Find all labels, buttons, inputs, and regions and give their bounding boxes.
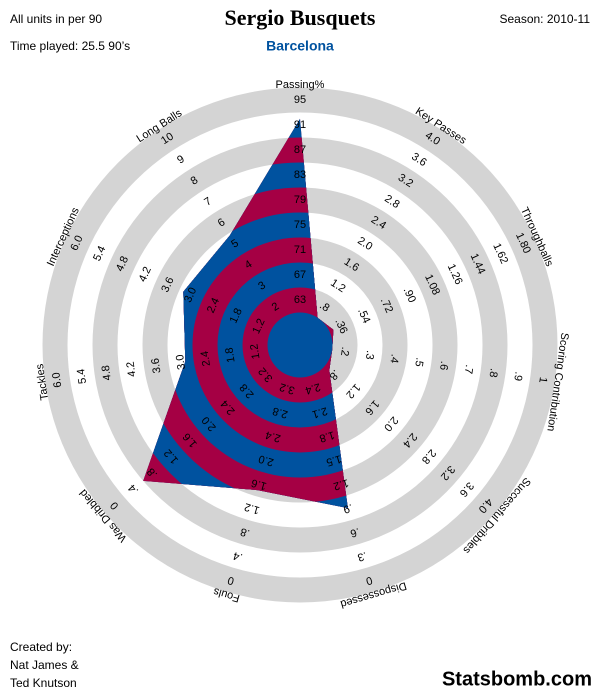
tick-label: .4 [387,353,400,364]
tick-label: 4 [243,258,255,271]
tick-label: 91 [294,119,306,131]
tick-label: .5 [412,357,425,368]
season-note: Season: 2010-11 [499,12,590,26]
tick-label: 1 [536,376,549,384]
tick-label: 3.6 [149,357,163,374]
time-note: Time played: 25.5 90’s [10,39,130,53]
tick-label: 6.0 [50,371,64,388]
tick-label: 6.0 [68,234,85,253]
tick-label: 7 [202,195,214,208]
tick-label: 3.0 [174,354,188,371]
tick-label: .3 [363,350,376,361]
tick-label: .54 [355,306,372,325]
tick-label: .36 [332,317,349,336]
tick-label: 79 [294,194,306,206]
tick-label: 1.2 [248,343,262,360]
tick-label: 1.2 [332,476,350,492]
tick-label: .2 [338,346,351,357]
tick-label: .72 [378,296,395,315]
tick-label: .9 [511,371,524,382]
tick-label: 10 [159,130,176,147]
tick-label: 2.1 [311,404,329,420]
chart-subtitle: Barcelona [266,38,334,54]
tick-label: 1.5 [325,452,343,468]
tick-label: 1.8 [228,306,245,325]
tick-label: 4.2 [137,265,154,284]
tick-label: 1.6 [250,476,268,492]
tick-label: 67 [294,269,306,281]
tick-label: 6 [216,216,228,229]
tick-label: 2.0 [257,452,275,468]
tick-label: 2.4 [199,350,213,367]
tick-label: 2.4 [304,380,322,396]
tick-label: 71 [294,244,306,256]
tick-label: 4.2 [125,361,139,378]
tick-label: 2 [270,300,282,313]
tick-label: 3.2 [278,380,296,396]
tick-label: 75 [294,219,306,231]
tick-label: .4 [232,549,244,563]
tick-label: 9 [175,153,187,166]
tick-label: 87 [294,144,306,156]
units-note: All units in per 90 [10,12,102,26]
tick-label: 1.8 [318,428,336,444]
tick-label: .9 [342,501,354,515]
tick-label: 63 [294,294,306,306]
tick-label: .3 [356,549,368,563]
tick-label: 8 [189,174,201,187]
tick-label: 3.0 [182,286,199,305]
axis-label: Passing% [276,79,325,91]
tick-label: .7 [462,364,475,375]
tick-label: .6 [437,360,450,371]
tick-label: .6 [349,525,361,539]
fill-band [267,312,333,378]
tick-label: 95 [294,94,306,106]
tick-label: .8 [239,525,251,539]
tick-label: 2.8 [271,404,289,420]
tick-label: 4.8 [100,364,114,381]
tick-label: 5 [229,237,241,250]
axis-label: Tackles [34,362,51,401]
tick-label: 0 [226,574,235,587]
tick-label: 1.2 [243,500,261,516]
tick-label: .90 [401,286,418,305]
credit: Created by: [10,640,72,654]
tick-label: 2.4 [264,428,282,444]
tick-label: 3 [256,279,268,292]
credit: Nat James & [10,658,79,672]
tick-label: 5.4 [91,244,108,263]
tick-label: 2.4 [205,296,222,315]
tick-label: 1.2 [250,317,267,336]
tick-label: 83 [294,169,306,181]
brand: Statsbomb.com [442,668,592,690]
chart-title: Sergio Busquets [225,5,376,30]
tick-label: 4.8 [114,254,131,273]
tick-label: .8 [487,367,500,378]
tick-label: 3.6 [159,275,176,294]
tick-label: 1.8 [224,347,238,364]
tick-label: 0 [364,574,373,587]
tick-label: 5.4 [75,368,89,385]
credit: Ted Knutson [10,676,77,690]
